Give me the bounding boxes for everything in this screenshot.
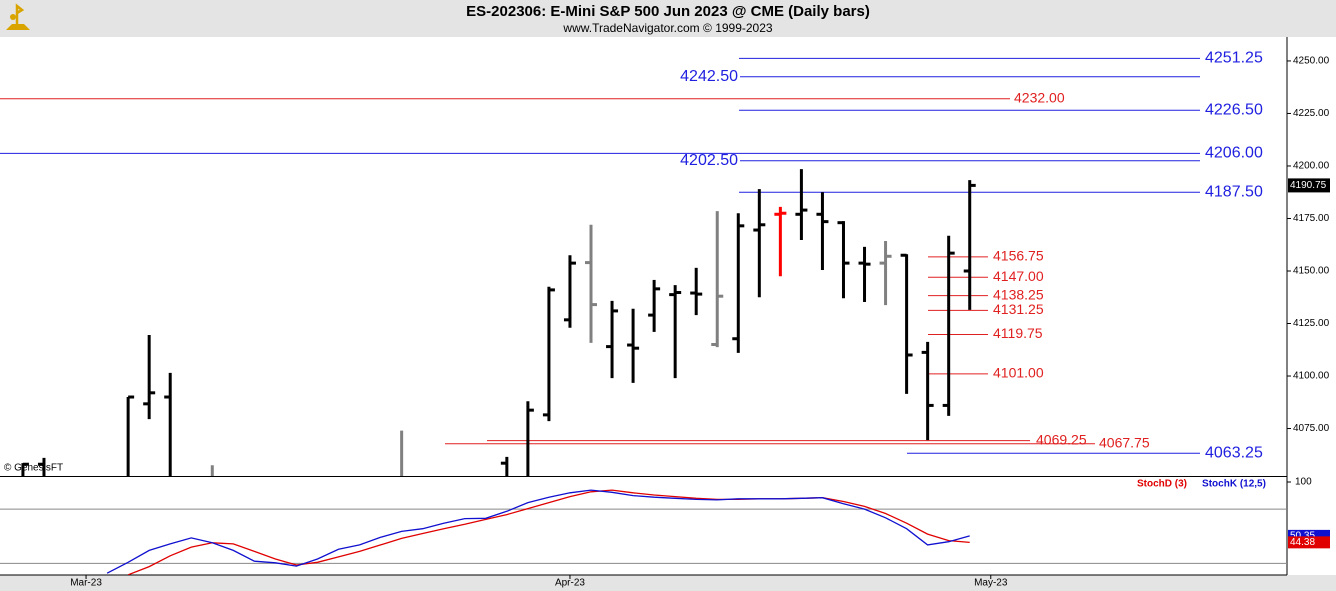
level-label: 4206.00 [1205,145,1263,162]
last-value-label: 44.38 [1290,537,1315,548]
level-label: 4067.75 [1099,434,1150,450]
y-tick-label: 4200.00 [1293,161,1330,172]
stoch-line [127,489,970,575]
level-label: 4251.25 [1205,50,1263,67]
y-tick-label: 4225.00 [1293,108,1330,119]
x-tick-label: May-23 [974,578,1008,589]
legend-entry: StochK (12,5) [1202,479,1266,490]
y-tick-label: 4075.00 [1293,423,1330,434]
level-label: 4138.25 [993,286,1044,302]
level-label: 4101.00 [993,365,1044,381]
y-tick-label: 100 [1295,477,1312,488]
level-label: 4147.00 [993,268,1044,284]
last-price-label: 4190.75 [1290,180,1327,191]
legend-entry: StochD (3) [1137,479,1187,490]
level-label: 4232.00 [1014,89,1065,105]
stoch-panel [0,489,1287,575]
y-tick-label: 4100.00 [1293,371,1330,382]
level-label: 4202.50 [680,152,738,169]
x-tick-label: Mar-23 [70,578,102,589]
last-price-box [1288,178,1330,193]
chart-subtitle: www.TradeNavigator.com © 1999-2023 [562,21,772,35]
watermark: © GenesisFT [4,463,63,474]
y-tick-label: 4175.00 [1293,213,1330,224]
title-bar [0,0,1336,37]
level-label: 4242.50 [680,68,738,85]
level-label: 4226.50 [1205,102,1263,119]
y-tick-label: 4250.00 [1293,56,1330,67]
level-label: 4119.75 [993,325,1043,341]
last-value-label: 50.35 [1290,531,1315,542]
level-label: 4063.25 [1205,444,1263,461]
level-label: 4187.50 [1205,183,1263,200]
date-axis-bar [0,575,1336,591]
level-label: 4069.25 [1036,431,1087,447]
chart-title: ES-202306: E-Mini S&P 500 Jun 2023 @ CME… [466,3,870,20]
y-tick-label: 4150.00 [1293,266,1330,277]
stoch-line [106,489,970,574]
level-label: 4156.75 [993,248,1044,264]
logo [6,3,30,30]
level-label: 4131.25 [993,301,1044,317]
last-value-box [1288,536,1330,549]
x-tick-label: Apr-23 [555,578,585,589]
price-panel [0,57,1200,476]
y-tick-label: 4125.00 [1293,318,1330,329]
